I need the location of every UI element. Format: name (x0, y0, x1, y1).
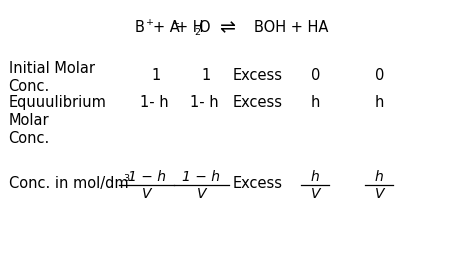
Text: Equuulibrium: Equuulibrium (9, 95, 106, 110)
Text: +: + (146, 18, 154, 27)
Text: 0: 0 (310, 68, 320, 84)
Text: h: h (311, 170, 319, 184)
Text: Conc.: Conc. (9, 79, 50, 94)
Text: Excess: Excess (232, 95, 282, 110)
Text: BOH + HA: BOH + HA (254, 20, 328, 35)
Text: 1: 1 (152, 68, 161, 84)
Text: Initial Molar: Initial Molar (9, 61, 94, 76)
Text: 1 − h: 1 − h (182, 170, 220, 184)
Text: −: − (172, 18, 180, 27)
Text: Excess: Excess (232, 68, 282, 84)
Text: V: V (310, 187, 320, 201)
Text: B: B (135, 20, 145, 35)
Text: Excess: Excess (232, 176, 282, 191)
Text: Conc. in mol/dm: Conc. in mol/dm (9, 176, 128, 191)
Text: h: h (375, 170, 383, 184)
Text: 1 − h: 1 − h (128, 170, 166, 184)
Text: 1- h: 1- h (140, 95, 168, 110)
Text: h: h (374, 95, 384, 110)
Text: 3: 3 (123, 174, 129, 183)
Text: + A: + A (153, 20, 179, 35)
Text: V: V (142, 187, 152, 201)
Text: V: V (197, 187, 206, 201)
Text: 1: 1 (201, 68, 211, 84)
Text: ⇌: ⇌ (219, 18, 235, 37)
Text: 0: 0 (374, 68, 384, 84)
Text: V: V (374, 187, 384, 201)
Text: Conc.: Conc. (9, 131, 50, 146)
Text: O: O (198, 20, 210, 35)
Text: 2: 2 (194, 28, 200, 37)
Text: h: h (310, 95, 320, 110)
Text: Molar: Molar (9, 113, 49, 128)
Text: 1- h: 1- h (191, 95, 219, 110)
Text: + H: + H (176, 20, 204, 35)
